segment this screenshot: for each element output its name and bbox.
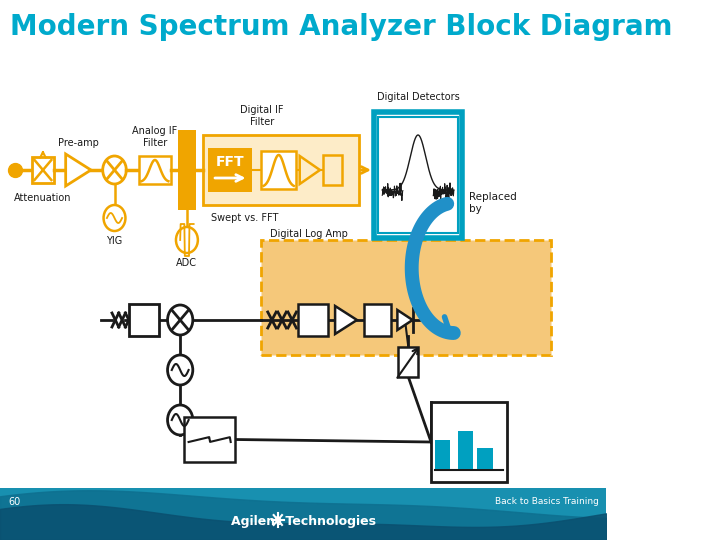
Bar: [436, 440, 451, 469]
Bar: [378, 117, 458, 233]
Text: Back to Basics Training: Back to Basics Training: [495, 497, 599, 507]
Polygon shape: [66, 154, 91, 186]
Text: ADC: ADC: [176, 258, 197, 268]
Text: Modern Spectrum Analyzer Block Diagram: Modern Spectrum Analyzer Block Diagram: [10, 13, 672, 41]
Bar: [178, 130, 196, 210]
Bar: [364, 304, 391, 336]
Text: Agilent Technologies: Agilent Technologies: [230, 516, 376, 529]
Text: Analog IF
Filter: Analog IF Filter: [132, 126, 178, 147]
Bar: [184, 417, 235, 462]
Bar: [323, 155, 342, 185]
Text: 60: 60: [9, 497, 21, 507]
Bar: [374, 112, 462, 238]
Bar: [139, 156, 171, 184]
Text: YIG: YIG: [107, 236, 122, 246]
Bar: [0, 488, 606, 540]
Text: Digital Log Amp: Digital Log Amp: [270, 229, 348, 239]
Bar: [261, 240, 552, 355]
Circle shape: [103, 156, 126, 184]
Bar: [203, 135, 359, 205]
Polygon shape: [335, 306, 357, 334]
Text: Swept vs. FFT: Swept vs. FFT: [212, 213, 279, 223]
Bar: [261, 151, 297, 189]
Polygon shape: [397, 310, 413, 330]
Bar: [129, 304, 159, 336]
Circle shape: [168, 305, 193, 335]
Circle shape: [168, 355, 193, 385]
Bar: [208, 148, 252, 192]
Polygon shape: [300, 156, 320, 184]
Circle shape: [176, 227, 198, 253]
Bar: [477, 448, 492, 469]
Text: Digital IF
Filter: Digital IF Filter: [240, 105, 284, 127]
Text: Replaced
by: Replaced by: [469, 192, 517, 214]
Bar: [32, 157, 54, 183]
Bar: [398, 347, 418, 377]
Circle shape: [168, 405, 193, 435]
Bar: [298, 304, 328, 336]
Text: Attenuation: Attenuation: [14, 193, 72, 203]
Bar: [431, 402, 507, 482]
Circle shape: [104, 205, 125, 231]
Text: Digital Detectors: Digital Detectors: [377, 92, 459, 102]
Text: FFT: FFT: [215, 155, 244, 169]
Text: Pre-amp: Pre-amp: [58, 138, 99, 148]
Bar: [458, 430, 473, 469]
